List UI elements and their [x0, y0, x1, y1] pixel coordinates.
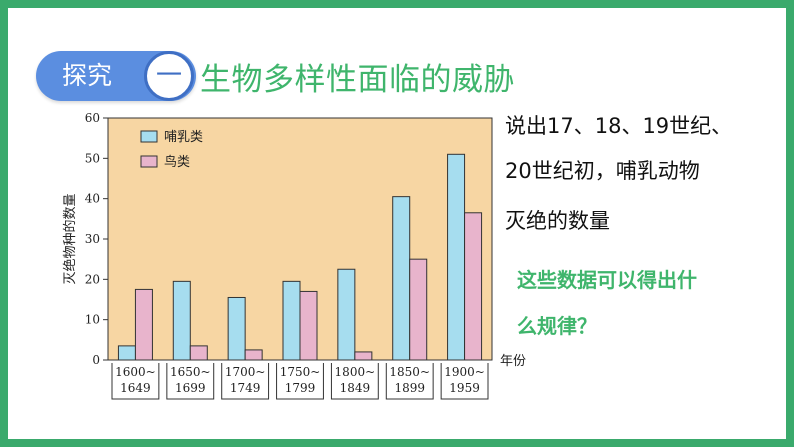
badge-label: 探究	[62, 61, 113, 90]
y-tick-label: 30	[85, 232, 100, 246]
bar-bird	[189, 345, 208, 361]
x-tick-label: 1649	[120, 381, 151, 395]
x-tick-label: 1650~	[170, 365, 211, 379]
bar-mammal	[282, 280, 301, 361]
legend-label: 鸟类	[164, 154, 190, 170]
bar-chart: 灭绝物种的数量 0 10 20 30 40 50 60 1600~ 1649 1650~ 1699 17…	[62, 111, 526, 400]
x-category-bracket	[166, 363, 215, 400]
chart-container: 灭绝物种的数量 0 10 20 30 40 50 60 1600~ 1649 1650~ 1699 17…	[52, 108, 532, 410]
bar-bird	[464, 212, 483, 361]
badge-number-circle: 一	[144, 51, 194, 101]
x-category-bracket	[111, 363, 160, 400]
prompt-line-2: 么规律？	[517, 314, 597, 338]
legend-swatch	[140, 155, 158, 168]
bar-mammal	[172, 280, 191, 361]
legend-swatch	[140, 130, 158, 143]
bar-mammal	[227, 296, 246, 361]
question-line-2: 20世纪初，哺乳动物	[505, 159, 700, 183]
bar-bird	[299, 290, 318, 361]
bar-bird	[244, 349, 263, 361]
x-tick-label: 1849	[340, 381, 371, 395]
x-tick-label: 1799	[285, 381, 316, 395]
x-category-bracket	[276, 363, 324, 400]
bar-bird	[409, 258, 428, 361]
x-tick-label: 1900~	[444, 365, 485, 379]
y-tick-label: 60	[85, 111, 100, 125]
x-tick-label: 1700~	[225, 365, 266, 379]
prompt-line-1: 这些数据可以得出什	[517, 268, 697, 292]
x-category-bracket	[221, 363, 270, 400]
y-tick-label: 0	[92, 353, 100, 367]
y-tick-label: 40	[85, 192, 100, 206]
y-tick-label: 10	[85, 313, 100, 327]
x-axis-title: 年份	[500, 354, 526, 369]
y-tick-label: 20	[85, 272, 100, 286]
bar-mammal	[392, 196, 411, 361]
bar-bird	[354, 351, 373, 361]
x-tick-label: 1800~	[335, 365, 376, 379]
x-tick-label: 1749	[230, 381, 261, 395]
bar-mammal	[447, 153, 466, 361]
bar-mammal	[117, 345, 136, 361]
x-category-bracket	[385, 363, 434, 400]
question-line-1: 说出17、18、19世纪、	[505, 114, 733, 138]
badge-number: 一	[155, 61, 182, 91]
question-line-3: 灭绝的数量	[505, 209, 610, 233]
y-axis-title: 灭绝物种的数量	[62, 193, 78, 284]
bar-bird	[134, 288, 153, 361]
x-tick-label: 1699	[175, 381, 206, 395]
slide-title: 生物多样性面临的威胁	[200, 62, 515, 98]
x-tick-label: 1600~	[115, 365, 156, 379]
x-tick-label: 1750~	[280, 365, 321, 379]
x-tick-label: 1899	[394, 381, 425, 395]
x-tick-label: 1959	[449, 381, 480, 395]
x-category-bracket	[440, 363, 489, 400]
section-badge: 探究 一	[36, 51, 196, 101]
bar-mammal	[337, 268, 356, 361]
y-tick-label: 50	[85, 151, 100, 165]
x-category-bracket	[330, 363, 379, 400]
legend-label: 哺乳类	[164, 130, 203, 145]
x-tick-label: 1850~	[389, 365, 430, 379]
